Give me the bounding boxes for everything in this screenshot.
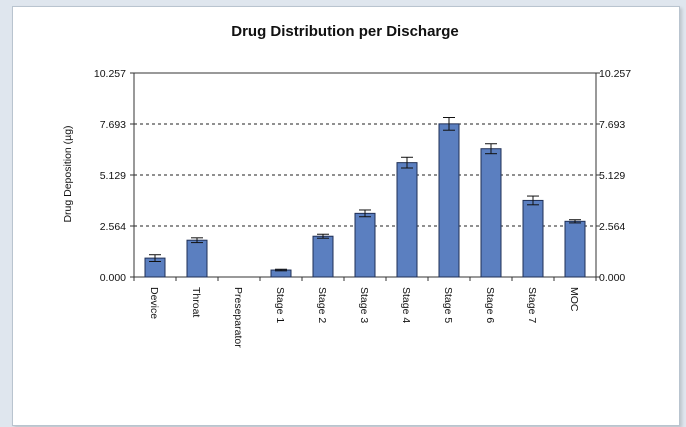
bar (186, 239, 208, 278)
chart-panel (12, 6, 680, 426)
axes (130, 72, 600, 281)
bars (144, 123, 586, 278)
y-tick-label-right: 10.257 (599, 68, 631, 80)
error-bars (149, 116, 581, 272)
y-tick-label-left: 10.257 (94, 68, 126, 80)
bar (438, 123, 460, 278)
y-axis-label: Drug Deposition (µg) (62, 125, 74, 222)
category-labels: Device Throat Preseparator Stage 1 Stage 2 St… (148, 287, 580, 348)
bar (480, 148, 502, 278)
category-label: Stage 7 (526, 287, 538, 323)
category-label: Device (148, 287, 160, 319)
category-label: Preseparator (232, 287, 244, 348)
category-label: Stage 5 (442, 287, 454, 323)
y-tick-label-right: 0.000 (599, 272, 625, 284)
bar (564, 220, 586, 278)
y-tick-label-left: 5.129 (100, 170, 126, 182)
chart-title: Drug Distribution per Discharge (231, 23, 459, 40)
bar (312, 235, 334, 278)
category-label: Stage 6 (484, 287, 496, 323)
category-label: Stage 3 (358, 287, 370, 323)
category-label: Stage 1 (274, 287, 286, 323)
y-tick-label-right: 2.564 (599, 221, 625, 233)
y-tick-label-left: 7.693 (100, 119, 126, 131)
y-tick-label-left: 2.564 (100, 221, 126, 233)
y-tick-label-left: 0.000 (100, 272, 126, 284)
bar (354, 212, 376, 278)
category-label: MOC (568, 287, 580, 312)
category-label: Stage 4 (400, 287, 412, 323)
category-label: Stage 2 (316, 287, 328, 323)
y-tick-labels: 0.000 0.000 2.564 2.564 5.129 5.129 7.693 7.693… (94, 68, 631, 284)
bar (522, 199, 544, 278)
y-tick-label-right: 5.129 (599, 170, 625, 182)
y-tick-label-right: 7.693 (599, 119, 625, 131)
bar (396, 162, 418, 278)
category-label: Throat (190, 287, 202, 317)
